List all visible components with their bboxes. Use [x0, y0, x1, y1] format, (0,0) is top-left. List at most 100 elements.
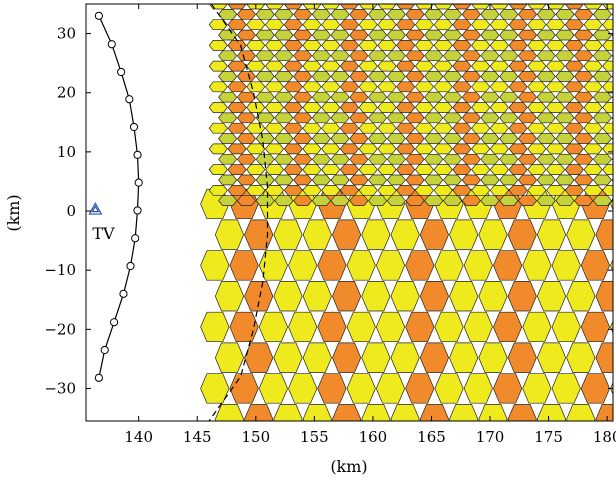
fine-hex-cell: [311, 9, 331, 20]
fine-hex-cell: [339, 19, 360, 31]
fine-hex-cell: [246, 40, 266, 51]
fine-hex-cell: [265, 81, 285, 93]
fine-hex-cell: [274, 50, 294, 62]
fine-hex-cell: [546, 185, 566, 196]
fine-hex-cell: [508, 185, 528, 196]
fine-hex-cell: [452, 4, 472, 10]
fine-hex-cell: [386, 50, 406, 62]
fine-hex-cell: [555, 29, 575, 41]
fine-hex-cell: [218, 195, 238, 206]
fine-hex-cell: [227, 40, 247, 51]
x-tick-label: 140: [124, 428, 153, 446]
fine-hex-cell: [489, 4, 509, 10]
fine-hex-cell: [396, 164, 416, 175]
fine-hex-cell: [517, 29, 538, 41]
fine-hex-cell: [293, 91, 313, 103]
fine-hex-cell: [302, 4, 322, 10]
fine-hex-cell: [555, 112, 575, 124]
fine-hex-cell: [377, 122, 397, 134]
fine-hex-cell: [265, 102, 285, 113]
fine-hex-cell: [386, 112, 406, 124]
y-axis-title: (km): [4, 194, 23, 231]
fine-hex-cell: [536, 195, 556, 206]
fine-hex-cell: [330, 71, 350, 82]
fine-hex-cell: [602, 40, 613, 51]
fine-hex-cell: [339, 60, 360, 72]
fine-hex-cell: [396, 122, 416, 134]
plot-frame: [85, 3, 614, 422]
fine-hex-cell: [574, 195, 594, 206]
y-tick-label: −20: [44, 320, 76, 338]
fine-hex-cell: [443, 174, 463, 186]
coarse-hex-cell: [273, 219, 303, 250]
fine-hex-cell: [527, 185, 547, 196]
fine-hex-cell: [330, 91, 350, 103]
x-axis-title: (km): [330, 457, 367, 476]
fine-hex-cell: [227, 4, 247, 10]
fine-hex-cell: [564, 19, 584, 31]
coarse-hex-cell: [507, 281, 537, 312]
fine-hex-cell: [311, 71, 331, 82]
coarse-hex-cell: [273, 281, 303, 312]
fine-hex-cell: [424, 112, 444, 124]
fine-hex-cell: [602, 19, 613, 31]
fine-hex-cell: [499, 112, 519, 124]
fine-hex-cell: [265, 60, 285, 72]
fine-hex-cell: [480, 112, 500, 124]
coarse-hex-cell: [258, 311, 288, 343]
fine-hex-cell: [208, 185, 228, 196]
fine-hex-cell: [555, 91, 575, 103]
fine-hex-cell: [489, 164, 509, 175]
fine-hex-cell: [443, 9, 463, 20]
coarse-hex-cell: [332, 404, 362, 421]
fine-hex-cell: [592, 29, 612, 41]
fine-hex-cell: [265, 164, 285, 175]
fine-hex-cell: [255, 29, 275, 41]
fine-hex-cell: [583, 143, 603, 155]
fine-hex-cell: [461, 112, 481, 124]
fine-hex-cell: [265, 4, 285, 10]
coarse-hex-cell: [580, 311, 610, 343]
fine-hex-cell: [452, 81, 472, 93]
fine-hex-cell: [236, 195, 256, 206]
coarse-hex-cell: [419, 219, 449, 250]
fine-hex-cell: [527, 60, 547, 72]
coarse-hex-cell: [375, 373, 406, 404]
fine-hex-cell: [508, 19, 528, 31]
fine-hex-cell: [386, 153, 406, 165]
fine-hex-cell: [574, 29, 594, 41]
fine-hex-cell: [236, 133, 256, 144]
fine-hex-cell: [349, 133, 369, 144]
fine-hex-cell: [246, 81, 266, 93]
fine-hex-cell: [480, 174, 500, 186]
fine-hex-cell: [489, 60, 509, 72]
fine-hex-cell: [471, 185, 491, 196]
fine-hex-cell: [461, 195, 481, 206]
fine-hex-cell: [265, 122, 285, 134]
fine-hex-cell: [461, 50, 481, 62]
fine-hex-cell: [452, 164, 472, 175]
fine-hex-cell: [471, 60, 491, 72]
fine-hex-cell: [218, 112, 238, 124]
fine-hex-cell: [480, 153, 500, 165]
fine-hex-cell: [452, 143, 472, 155]
coarse-hex-cell: [375, 250, 406, 281]
fine-hex-cell: [508, 143, 528, 155]
coarse-hex-cell: [551, 250, 581, 281]
coarse-hex-cell: [493, 250, 523, 281]
track-point: [94, 11, 103, 20]
fine-hex-cell: [443, 195, 463, 206]
fine-hex-cell: [480, 195, 500, 206]
fine-hex-cell: [546, 102, 566, 113]
fine-hex-cell: [443, 112, 463, 124]
fine-hex-cell: [227, 81, 247, 93]
fine-hex-cell: [349, 112, 369, 124]
fine-hex-cell: [527, 4, 547, 10]
fine-hex-cell: [293, 71, 313, 82]
coarse-hex-cell: [493, 373, 523, 404]
fine-hex-cell: [227, 102, 247, 113]
coarse-hex-cell: [244, 342, 274, 373]
coarse-hex-cell: [551, 373, 581, 404]
fine-hex-cell: [592, 174, 612, 186]
coarse-hex-cell: [361, 281, 391, 312]
